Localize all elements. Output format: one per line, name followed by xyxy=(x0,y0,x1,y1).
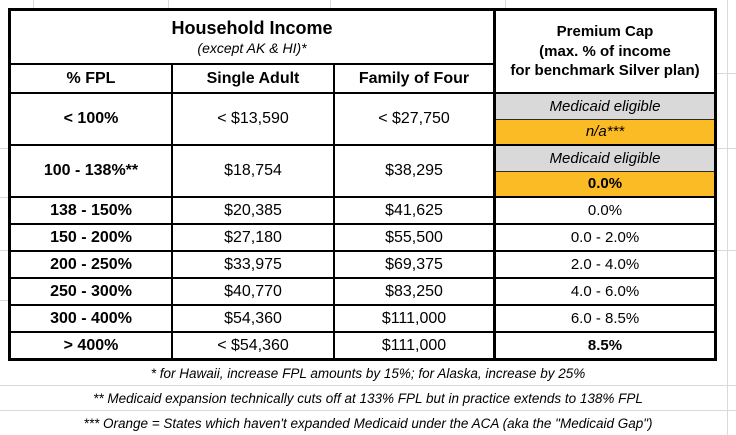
gridline xyxy=(0,148,8,149)
fpl-cell: 250 - 300% xyxy=(50,282,132,300)
income-premium-table: Household Income (except AK & HI)* % FPL… xyxy=(8,8,717,361)
household-income-header-group: Household Income (except AK & HI)* % FPL… xyxy=(11,11,493,92)
footnote-hawaii-alaska: * for Hawaii, increase FPL amounts by 15… xyxy=(0,361,736,386)
column-header-row: % FPL Single Adult Family of Four xyxy=(11,63,493,92)
fpl-cell: 300 - 400% xyxy=(50,309,132,327)
fpl-cell: 138 - 150% xyxy=(50,201,132,219)
single-adult-cell: $27,180 xyxy=(171,225,333,250)
fpl-cell: 100 - 138%** xyxy=(43,162,139,179)
premium-cap-header-line3: for benchmark Silver plan) xyxy=(510,62,700,80)
family-of-four-cell: $41,625 xyxy=(333,198,493,223)
column-header-family-of-four: Family of Four xyxy=(333,65,493,92)
premium-value-subcell: 0.0% xyxy=(496,171,714,196)
gridline xyxy=(505,0,506,8)
table-row: 138 - 150% $20,385 $41,625 0.0% xyxy=(11,196,714,223)
household-income-header: Household Income (except AK & HI)* xyxy=(11,11,493,63)
column-header-single-adult: Single Adult xyxy=(171,65,333,92)
family-of-four-cell: $111,000 xyxy=(333,333,493,358)
footnote-medicaid-gap: *** Orange = States which haven't expand… xyxy=(0,411,736,435)
gridline xyxy=(717,148,736,149)
family-of-four-cell: $55,500 xyxy=(333,225,493,250)
single-adult-cell: < $54,360 xyxy=(171,333,333,358)
column-header-fpl: % FPL xyxy=(66,69,116,87)
premium-cap-cell: 4.0 - 6.0% xyxy=(493,279,714,304)
table-row: < 100% < $13,590 < $27,750 Medicaid elig… xyxy=(11,92,714,144)
footnote-medicaid-expansion: ** Medicaid expansion technically cuts o… xyxy=(0,386,736,411)
premium-cap-header-line1: Premium Cap xyxy=(556,23,654,41)
gridline xyxy=(0,250,8,251)
table-row: 300 - 400% $54,360 $111,000 6.0 - 8.5% xyxy=(11,304,714,331)
premium-cap-cell: 0.0% xyxy=(493,198,714,223)
medicaid-eligible-subcell: Medicaid eligible xyxy=(496,146,714,172)
fpl-cell: 150 - 200% xyxy=(50,228,132,246)
single-adult-cell: < $13,590 xyxy=(171,94,333,144)
family-of-four-cell: $38,295 xyxy=(333,146,493,196)
gridline xyxy=(717,250,736,251)
fpl-cell: > 400% xyxy=(63,336,119,354)
gridline xyxy=(0,197,8,198)
premium-cap-cell: 0.0 - 2.0% xyxy=(493,225,714,250)
single-adult-cell: $18,754 xyxy=(171,146,333,196)
single-adult-cell: $20,385 xyxy=(171,198,333,223)
household-income-title: Household Income xyxy=(171,18,333,38)
premium-cap-cell: Medicaid eligible 0.0% xyxy=(493,146,714,196)
gridline xyxy=(717,73,736,74)
premium-cap-cell: 2.0 - 4.0% xyxy=(493,252,714,277)
medicaid-eligible-subcell: Medicaid eligible xyxy=(496,94,714,120)
gridline xyxy=(168,0,169,8)
single-adult-cell: $54,360 xyxy=(171,306,333,331)
footnotes: * for Hawaii, increase FPL amounts by 15… xyxy=(0,361,736,435)
table-row: 150 - 200% $27,180 $55,500 0.0 - 2.0% xyxy=(11,223,714,250)
table-row: > 400% < $54,360 $111,000 8.5% xyxy=(11,331,714,358)
premium-cap-cell: Medicaid eligible n/a*** xyxy=(493,94,714,144)
household-income-subtitle: (except AK & HI)* xyxy=(197,40,307,56)
table-row: 100 - 138%** $18,754 $38,295 Medicaid el… xyxy=(11,144,714,196)
gridline xyxy=(727,0,728,435)
fpl-cell: < 100% xyxy=(63,110,119,127)
single-adult-cell: $40,770 xyxy=(171,279,333,304)
premium-cap-header-line2: (max. % of income xyxy=(539,42,671,60)
family-of-four-cell: $69,375 xyxy=(333,252,493,277)
gridline xyxy=(33,0,34,8)
single-adult-cell: $33,975 xyxy=(171,252,333,277)
table-row: 250 - 300% $40,770 $83,250 4.0 - 6.0% xyxy=(11,277,714,304)
family-of-four-cell: $111,000 xyxy=(333,306,493,331)
fpl-cell: 200 - 250% xyxy=(50,255,132,273)
premium-cap-cell: 6.0 - 8.5% xyxy=(493,306,714,331)
premium-cap-header: Premium Cap (max. % of income for benchm… xyxy=(493,11,714,92)
family-of-four-cell: $83,250 xyxy=(333,279,493,304)
premium-value-subcell: n/a*** xyxy=(496,119,714,144)
table-header: Household Income (except AK & HI)* % FPL… xyxy=(11,11,714,92)
family-of-four-cell: < $27,750 xyxy=(333,94,493,144)
gridline xyxy=(0,300,8,301)
table-row: 200 - 250% $33,975 $69,375 2.0 - 4.0% xyxy=(11,250,714,277)
gridline xyxy=(330,0,331,8)
premium-cap-cell: 8.5% xyxy=(493,333,714,358)
